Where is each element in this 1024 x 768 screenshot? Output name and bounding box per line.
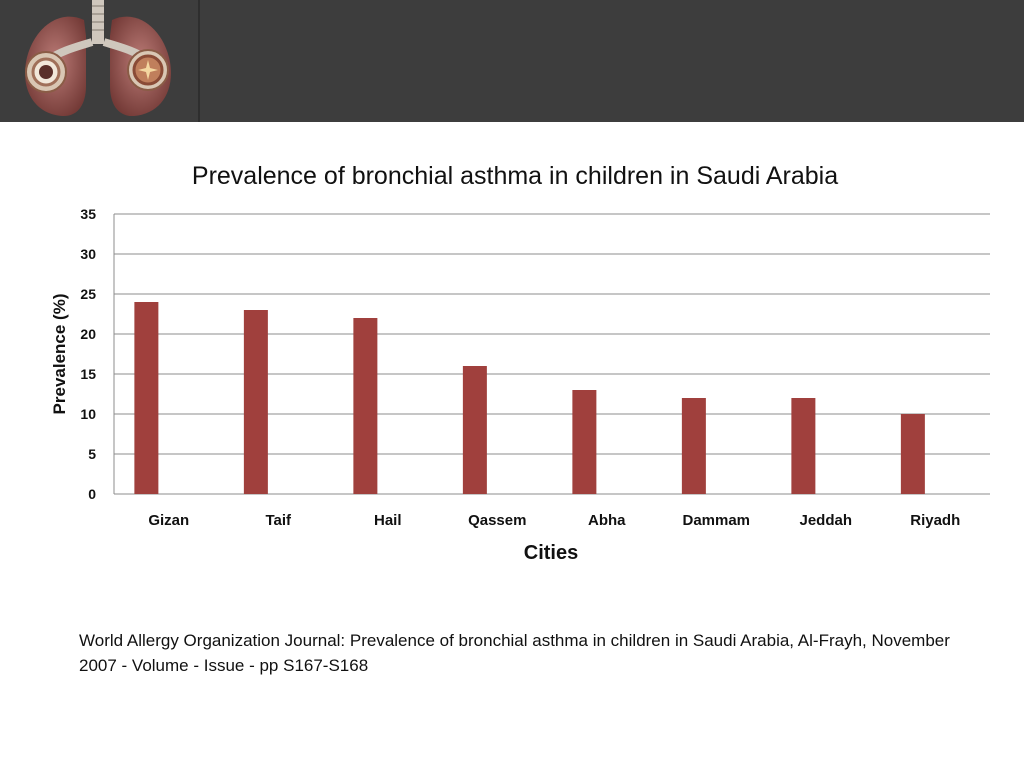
y-tick-label: 25 xyxy=(80,286,96,302)
y-tick-label: 30 xyxy=(80,246,96,262)
x-tick-label: Abha xyxy=(588,512,626,529)
bar-taif xyxy=(243,310,268,494)
x-tick-label: Gizan xyxy=(148,512,189,529)
x-tick-label: Dammam xyxy=(682,512,750,529)
x-tick-label: Jeddah xyxy=(799,512,852,529)
header-divider xyxy=(198,0,200,122)
x-tick-label: Qassem xyxy=(468,512,526,529)
y-axis-title: Prevalence (%) xyxy=(50,294,69,415)
y-tick-label: 20 xyxy=(80,326,96,342)
x-axis-title: Cities xyxy=(524,542,578,564)
bar-chart: Prevalence of bronchial asthma in childr… xyxy=(50,162,990,564)
x-tick-label: Riyadh xyxy=(910,512,960,529)
header-band xyxy=(0,0,1024,122)
y-tick-label: 5 xyxy=(88,446,96,462)
citation-text: World Allergy Organization Journal: Prev… xyxy=(79,631,950,675)
y-tick-label: 35 xyxy=(80,206,96,222)
bar-dammam xyxy=(681,398,706,494)
bar-abha xyxy=(572,390,597,494)
chart-title: Prevalence of bronchial asthma in childr… xyxy=(192,162,838,190)
y-tick-label: 15 xyxy=(80,366,96,382)
y-axis-ticks: 0 5 10 15 20 25 30 35 xyxy=(80,206,96,502)
y-tick-label: 0 xyxy=(88,486,96,502)
lungs-icon xyxy=(25,0,171,117)
bar-riyadh xyxy=(900,414,925,494)
bars xyxy=(134,302,925,494)
x-tick-label: Hail xyxy=(374,512,402,529)
bar-hail xyxy=(353,318,378,494)
bar-gizan xyxy=(134,302,159,494)
bar-qassem xyxy=(462,366,487,494)
x-axis-ticks: Gizan Taif Hail Qassem Abha Dammam Jeddah Riyad… xyxy=(148,512,960,529)
y-tick-label: 10 xyxy=(80,406,96,422)
bar-jeddah xyxy=(791,398,816,494)
x-tick-label: Taif xyxy=(265,512,292,529)
